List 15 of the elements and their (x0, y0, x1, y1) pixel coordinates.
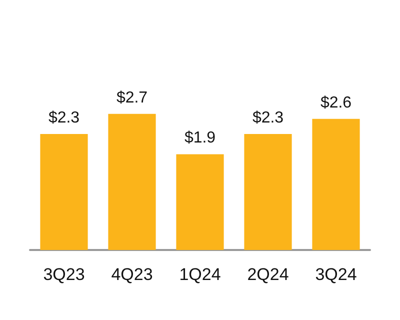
bar (176, 154, 224, 250)
bar (244, 134, 292, 250)
data-label: $2.7 (116, 89, 148, 106)
x-tick-label: 3Q23 (43, 265, 85, 284)
x-tick-label: 2Q24 (247, 265, 289, 284)
bar (40, 134, 88, 250)
x-tick-label: 4Q23 (111, 265, 153, 284)
bar (312, 118, 360, 250)
x-tick-label: 3Q24 (315, 265, 357, 284)
data-label: $2.6 (320, 94, 352, 112)
data-label: $2.3 (252, 110, 284, 127)
x-tick-label: 1Q24 (179, 265, 221, 284)
bar (108, 114, 156, 250)
data-label: $1.9 (184, 130, 216, 147)
data-label: $2.3 (48, 110, 80, 127)
